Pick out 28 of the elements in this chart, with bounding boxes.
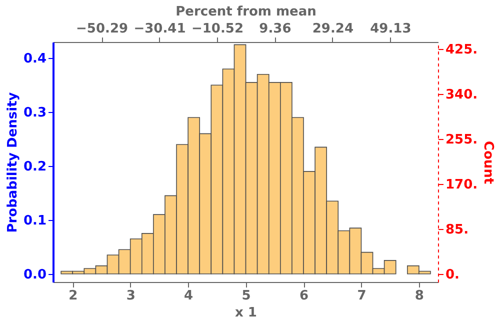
x-tick-label: 6 bbox=[299, 288, 309, 304]
y2-axis-title: Count bbox=[480, 140, 496, 184]
x2-tick-label: −10.52 bbox=[191, 22, 244, 36]
y2-tick-label: 0. bbox=[446, 267, 460, 282]
y2-tick-label: 255. bbox=[446, 132, 478, 148]
x2-axis-title: Percent from mean bbox=[176, 4, 316, 20]
x-tick-label: 8 bbox=[414, 288, 424, 304]
y2-tick-label: 340. bbox=[446, 88, 478, 103]
x-tick-label: 5 bbox=[242, 288, 251, 304]
y-tick-label: 0.2 bbox=[23, 160, 46, 175]
x-tick-label: 7 bbox=[357, 288, 366, 304]
y2-tick-label: 85. bbox=[446, 222, 469, 238]
y-tick-label: 0.3 bbox=[23, 106, 46, 121]
x-tick-label: 2 bbox=[68, 288, 78, 304]
y-axis-title: Probability Density bbox=[5, 92, 20, 233]
y2-tick-label: 425. bbox=[446, 42, 478, 58]
x2-tick-label: 29.24 bbox=[312, 22, 354, 36]
x2-tick-label: 49.13 bbox=[370, 22, 412, 36]
x-axis-title: x 1 bbox=[235, 306, 257, 320]
x-tick-label: 4 bbox=[184, 288, 194, 304]
x2-tick-label: −50.29 bbox=[76, 22, 128, 36]
x-tick-label: 3 bbox=[126, 288, 136, 304]
x2-tick-label: −30.41 bbox=[134, 22, 186, 36]
x2-tick-label: 9.36 bbox=[259, 22, 292, 36]
y-tick-label: 0.0 bbox=[23, 267, 46, 282]
y2-tick-label: 170. bbox=[446, 178, 478, 193]
y-tick-label: 0.4 bbox=[23, 52, 46, 67]
y-tick-label: 0.1 bbox=[23, 213, 46, 228]
